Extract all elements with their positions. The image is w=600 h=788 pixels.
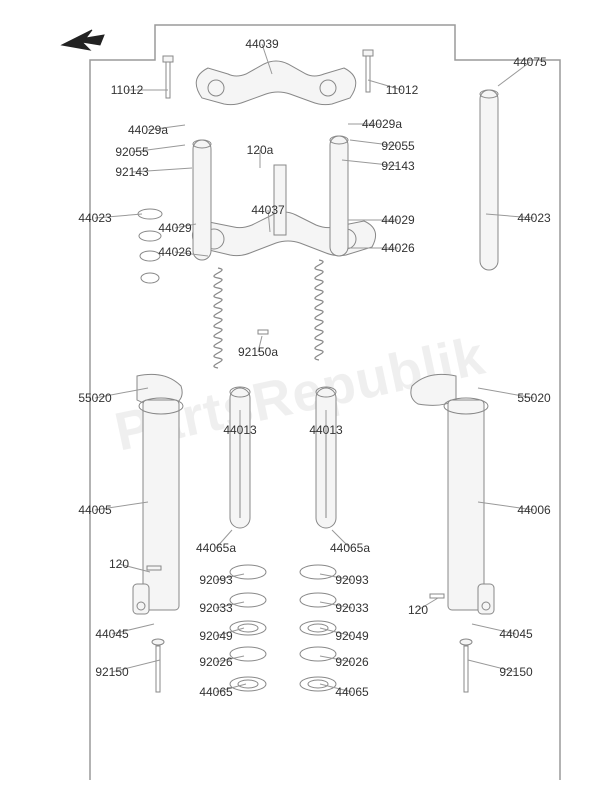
part-label: 44005: [78, 503, 111, 517]
fork-guard: [137, 374, 182, 405]
part-label: 44013: [223, 423, 256, 437]
seal-ring: [300, 593, 336, 607]
seal-ring: [300, 677, 336, 691]
part-label: 92049: [199, 629, 232, 643]
part-label: 92093: [199, 573, 232, 587]
part-label: 92055: [381, 139, 414, 153]
part-label: 92055: [115, 145, 148, 159]
part-label: 11012: [386, 83, 418, 97]
part-label: 92049: [335, 629, 368, 643]
part-label: 44065: [335, 685, 368, 699]
seal-ring: [230, 593, 266, 607]
watermark-text: PartsRepublik: [110, 325, 491, 464]
part-label: 44039: [245, 37, 278, 51]
part-label: 44029: [381, 213, 414, 227]
seal-ring: [300, 621, 336, 635]
top-bridge: [196, 61, 356, 105]
part-label: 44006: [517, 503, 550, 517]
seal-ring: [300, 565, 336, 579]
part-label: 92150: [499, 665, 532, 679]
part-label: 92143: [381, 159, 414, 173]
part-label: 44023: [78, 211, 111, 225]
part-label: 44013: [309, 423, 342, 437]
page-border: [90, 25, 560, 780]
inner-tube: [330, 136, 348, 256]
part-label: 44065: [199, 685, 232, 699]
part-label: 55020: [517, 391, 550, 405]
seal-ring: [230, 621, 266, 635]
part-label: 120: [109, 557, 129, 571]
part-label: 55020: [78, 391, 111, 405]
fork-pipe: [316, 388, 336, 528]
part-label: 44023: [517, 211, 550, 225]
part-label: 44029: [158, 221, 191, 235]
fork-spring: [315, 260, 323, 360]
part-label: 92093: [335, 573, 368, 587]
parts-group: [133, 50, 498, 692]
part-label: 120: [408, 603, 428, 617]
inner-tube: [480, 90, 498, 270]
fork-pipe: [230, 388, 250, 528]
bottom-bridge: [192, 212, 375, 256]
seal-ring: [230, 677, 266, 691]
part-label: 44075: [513, 55, 546, 69]
part-label: 92033: [199, 601, 232, 615]
fork-guard: [411, 374, 456, 405]
fork-spring: [214, 268, 222, 368]
outer-tube: [143, 400, 179, 610]
seal-ring: [230, 565, 266, 579]
seal-ring: [230, 647, 266, 661]
part-label: 92026: [199, 655, 232, 669]
part-label: 44029a: [128, 123, 168, 137]
part-label: 92150a: [238, 345, 278, 359]
part-label: 44045: [499, 627, 532, 641]
part-label: 120a: [247, 143, 274, 157]
part-label: 44026: [381, 241, 414, 255]
part-label: 44045: [95, 627, 128, 641]
part-label: 44037: [251, 203, 284, 217]
leader-lines: [95, 44, 534, 692]
part-label: 44065a: [330, 541, 370, 555]
part-label: 44029a: [362, 117, 402, 131]
part-label: 44026: [158, 245, 191, 259]
part-label: 44065a: [196, 541, 236, 555]
inner-tube: [193, 140, 211, 260]
orientation-arrow: [62, 30, 104, 50]
part-label: 92026: [335, 655, 368, 669]
part-label: 92143: [115, 165, 148, 179]
outer-tube: [448, 400, 484, 610]
part-label: 92150: [95, 665, 128, 679]
seal-ring: [300, 647, 336, 661]
part-label: 11012: [111, 83, 143, 97]
part-label: 92033: [335, 601, 368, 615]
exploded-diagram: PartsRepublik 44039 11012 11012 44075 44029a…: [0, 0, 600, 788]
